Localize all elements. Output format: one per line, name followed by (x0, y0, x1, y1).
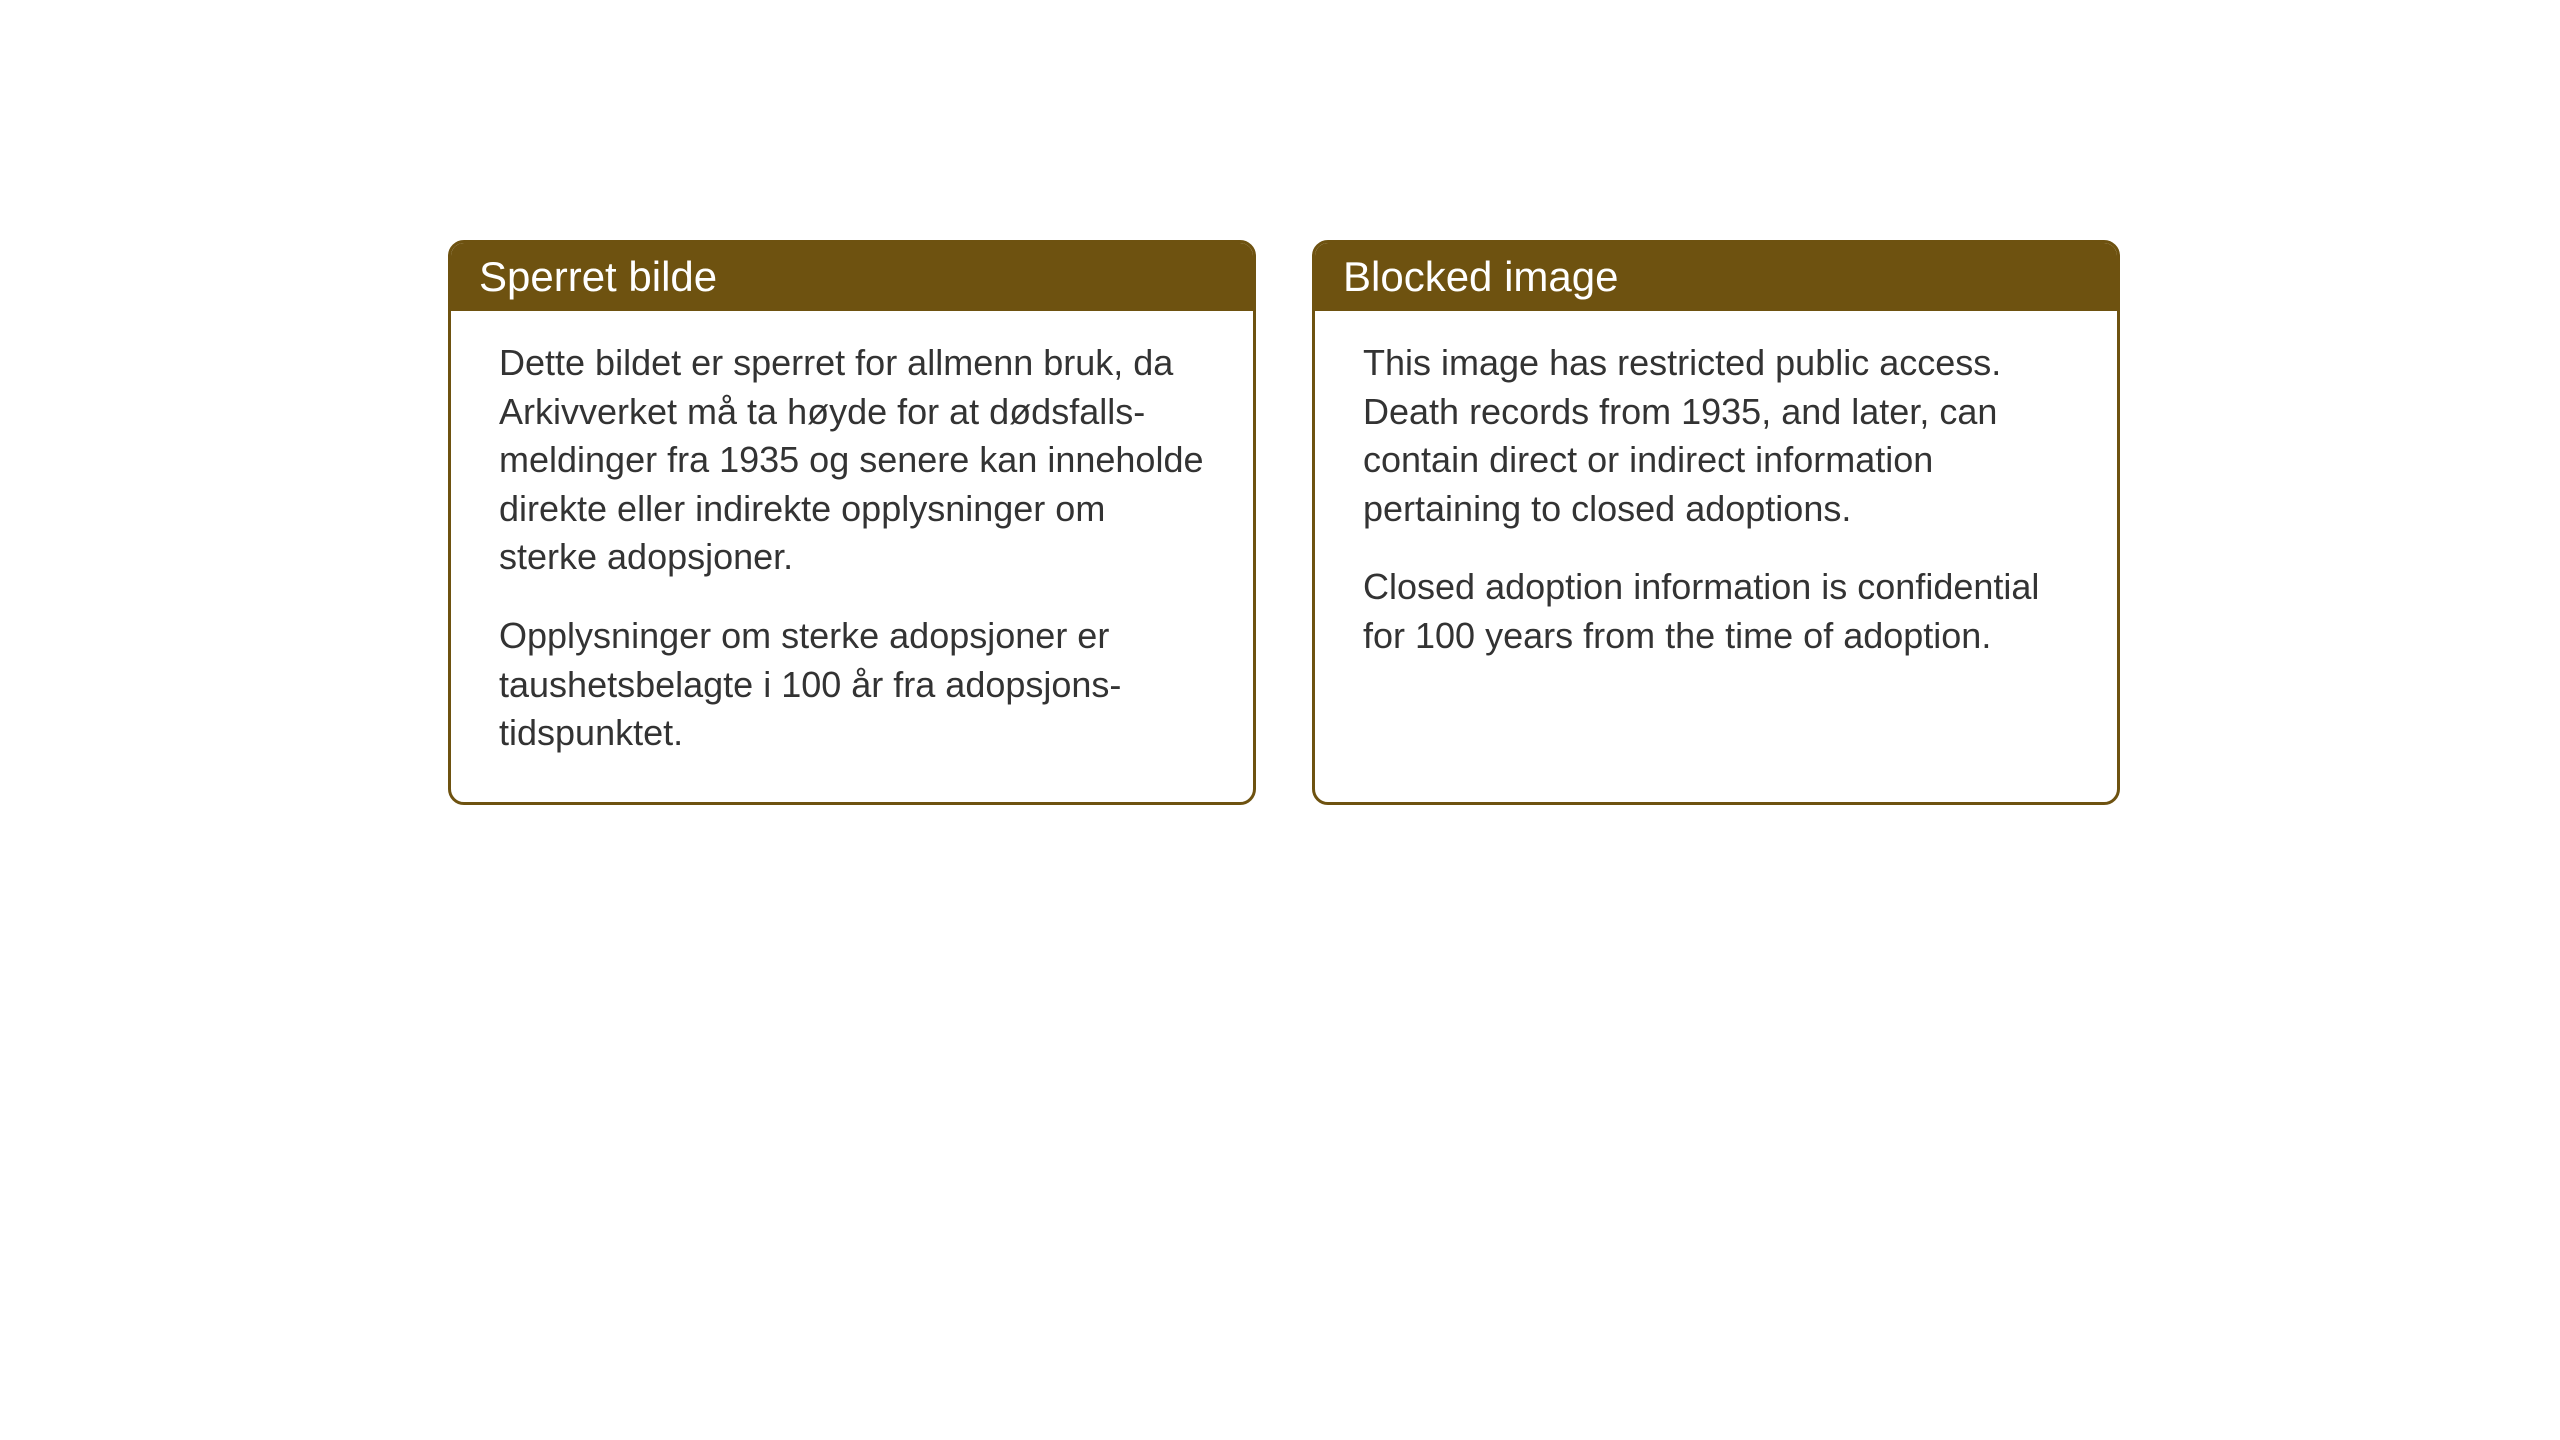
norwegian-card: Sperret bilde Dette bildet er sperret fo… (448, 240, 1256, 805)
norwegian-card-body: Dette bildet er sperret for allmenn bruk… (451, 311, 1253, 802)
cards-container: Sperret bilde Dette bildet er sperret fo… (448, 240, 2120, 805)
norwegian-paragraph-1: Dette bildet er sperret for allmenn bruk… (499, 339, 1205, 582)
english-card: Blocked image This image has restricted … (1312, 240, 2120, 805)
english-paragraph-2: Closed adoption information is confident… (1363, 563, 2069, 660)
norwegian-card-title: Sperret bilde (479, 253, 717, 300)
english-card-header: Blocked image (1315, 243, 2117, 311)
english-card-title: Blocked image (1343, 253, 1618, 300)
norwegian-paragraph-2: Opplysninger om sterke adopsjoner er tau… (499, 612, 1205, 758)
english-card-body: This image has restricted public access.… (1315, 311, 2117, 705)
norwegian-card-header: Sperret bilde (451, 243, 1253, 311)
english-paragraph-1: This image has restricted public access.… (1363, 339, 2069, 533)
